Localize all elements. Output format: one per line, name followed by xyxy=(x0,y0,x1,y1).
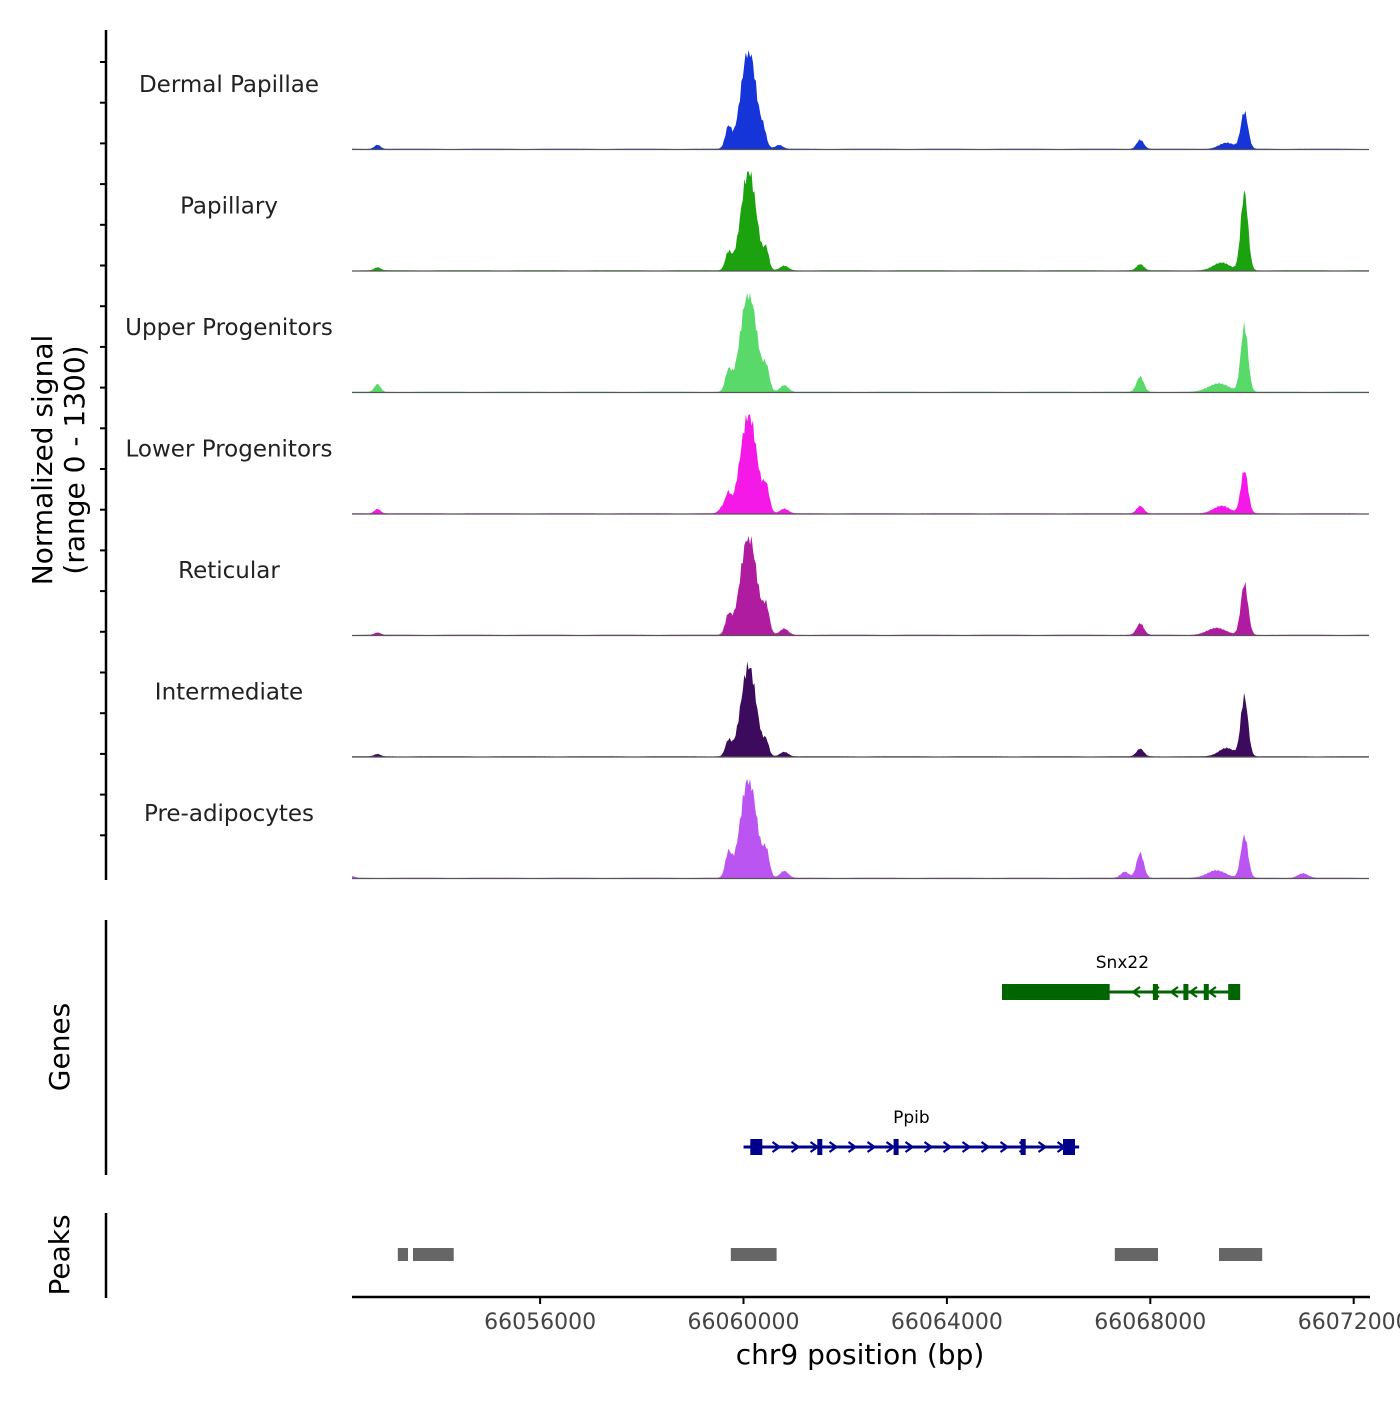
gene-utr-block xyxy=(1007,984,1110,1000)
track-label: Reticular xyxy=(178,558,280,584)
strand-chevron xyxy=(942,1141,953,1153)
strand-chevron xyxy=(1150,986,1160,998)
track-label: Upper Progenitors xyxy=(125,315,333,341)
x-axis-ticks: 66056000 66060000 66064000 66068000 66072000 xyxy=(484,1297,1400,1335)
gene-exon xyxy=(1020,1139,1026,1155)
gene-exon xyxy=(1183,984,1189,1000)
strand-chevron xyxy=(923,1141,934,1153)
x-tick-label: 66060000 xyxy=(688,1310,800,1335)
x-tick-label: 66056000 xyxy=(484,1310,596,1335)
gene-label: Ppib xyxy=(893,1108,930,1128)
coverage-ylabel-line1: Normalized signal xyxy=(26,335,59,586)
strand-chevron xyxy=(752,1141,763,1153)
gene-exon xyxy=(1203,984,1209,1000)
strand-chevron xyxy=(847,1141,858,1153)
gene-exon xyxy=(1002,984,1014,1000)
track-label: Lower Progenitors xyxy=(126,437,333,463)
gene-exon xyxy=(893,1139,899,1155)
strand-chevron xyxy=(1207,986,1217,998)
strand-chevron xyxy=(999,1141,1010,1153)
strand-chevron xyxy=(771,1141,782,1153)
gene-exon xyxy=(1228,984,1241,1000)
peaks-ylabel: Peaks xyxy=(43,1214,76,1295)
strand-chevron xyxy=(809,1141,820,1153)
peak-region xyxy=(1114,1248,1158,1261)
coverage-area xyxy=(352,536,1369,636)
strand-chevron xyxy=(885,1141,896,1153)
coverage-tracks: Dermal Papillae Papillary Upper Progenitor… xyxy=(125,50,1369,880)
genes-ylabel: Genes xyxy=(43,1003,76,1091)
x-axis-label: chr9 position (bp) xyxy=(736,1338,985,1371)
peak-region xyxy=(1219,1248,1263,1261)
track-label: Dermal Papillae xyxy=(139,72,319,98)
strand-chevron xyxy=(866,1141,877,1153)
strand-chevron xyxy=(904,1141,915,1153)
x-tick-label: 66072000 xyxy=(1298,1310,1400,1335)
coverage-area xyxy=(352,293,1369,393)
x-tick-label: 66064000 xyxy=(891,1310,1003,1335)
coverage-area xyxy=(352,414,1369,514)
coverage-ylabel-line2: (range 0 - 1300) xyxy=(58,345,91,574)
strand-chevron xyxy=(1037,1141,1048,1153)
peak-region xyxy=(413,1248,454,1261)
coverage-area xyxy=(352,779,1369,879)
track-label: Intermediate xyxy=(155,680,303,706)
strand-chevron xyxy=(1018,1141,1029,1153)
strand-chevron xyxy=(961,1141,972,1153)
gene-exon xyxy=(817,1139,823,1155)
x-tick-label: 66068000 xyxy=(1094,1310,1206,1335)
coverage-y-ticks xyxy=(100,61,106,837)
gene-label: Snx22 xyxy=(1096,953,1149,973)
track-label: Papillary xyxy=(180,194,278,220)
coverage-area xyxy=(352,171,1369,271)
gene-exon xyxy=(1063,1139,1075,1155)
peak-region xyxy=(397,1248,408,1261)
coverage-area xyxy=(352,661,1369,757)
strand-chevron xyxy=(1056,1141,1067,1153)
strand-chevron xyxy=(980,1141,991,1153)
strand-chevron xyxy=(1188,986,1198,998)
strand-chevron xyxy=(790,1141,801,1153)
coverage-area xyxy=(352,50,1369,150)
peak-region xyxy=(730,1248,777,1261)
strand-chevron xyxy=(1131,986,1141,998)
strand-chevron xyxy=(828,1141,839,1153)
strand-chevron xyxy=(1169,986,1179,998)
gene-exon xyxy=(1102,984,1108,1000)
peak-regions xyxy=(397,1248,1263,1261)
track-label: Pre-adipocytes xyxy=(144,801,314,827)
gene-exon xyxy=(1152,984,1158,1000)
gene-annotations: Snx22 Ppib xyxy=(743,953,1241,1155)
